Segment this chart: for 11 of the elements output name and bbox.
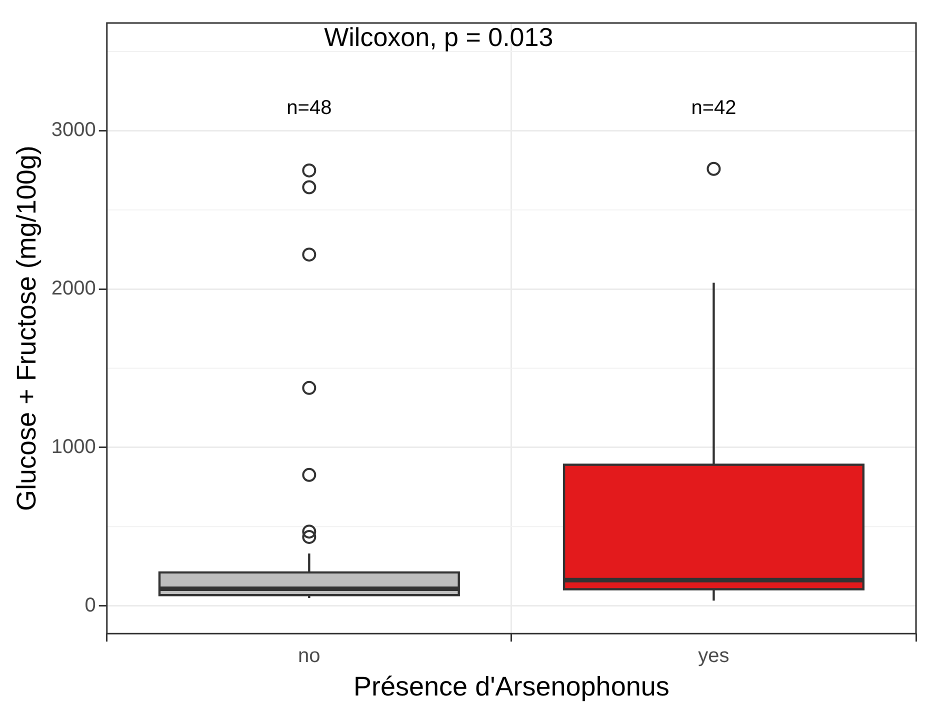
y-tick-label: 3000 [51,119,96,142]
y-tick-label: 2000 [51,278,96,300]
x-tick-label: yes [698,645,730,668]
y-tick-label: 1000 [51,436,96,458]
x-tick-label: no [298,645,320,668]
y-tick-label: 0 [84,594,96,616]
annotation: n=48 [286,97,332,120]
x-axis-title: Présence d'Arsenophonus [354,671,670,702]
y-axis-title: Glucose + Fructose (mg/100g) [12,146,42,512]
annotation: n=42 [691,97,736,120]
annotation: Wilcoxon, p = 0.013 [324,22,554,52]
